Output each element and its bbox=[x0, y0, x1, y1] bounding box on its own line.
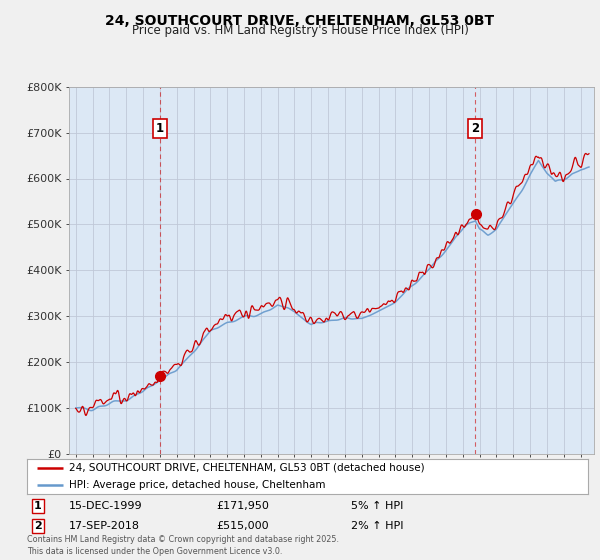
Text: 15-DEC-1999: 15-DEC-1999 bbox=[69, 501, 143, 511]
Text: HPI: Average price, detached house, Cheltenham: HPI: Average price, detached house, Chel… bbox=[69, 480, 326, 490]
Text: Price paid vs. HM Land Registry's House Price Index (HPI): Price paid vs. HM Land Registry's House … bbox=[131, 24, 469, 37]
Text: 2: 2 bbox=[34, 521, 41, 531]
Text: 17-SEP-2018: 17-SEP-2018 bbox=[69, 521, 140, 531]
Text: 24, SOUTHCOURT DRIVE, CHELTENHAM, GL53 0BT (detached house): 24, SOUTHCOURT DRIVE, CHELTENHAM, GL53 0… bbox=[69, 463, 425, 473]
Text: £171,950: £171,950 bbox=[216, 501, 269, 511]
Text: 1: 1 bbox=[156, 122, 164, 134]
Text: 1: 1 bbox=[34, 501, 41, 511]
Text: 5% ↑ HPI: 5% ↑ HPI bbox=[351, 501, 403, 511]
Text: Contains HM Land Registry data © Crown copyright and database right 2025.
This d: Contains HM Land Registry data © Crown c… bbox=[27, 535, 339, 556]
Text: £515,000: £515,000 bbox=[216, 521, 269, 531]
Text: 24, SOUTHCOURT DRIVE, CHELTENHAM, GL53 0BT: 24, SOUTHCOURT DRIVE, CHELTENHAM, GL53 0… bbox=[106, 14, 494, 28]
Text: 2% ↑ HPI: 2% ↑ HPI bbox=[351, 521, 404, 531]
Text: 2: 2 bbox=[472, 122, 479, 134]
